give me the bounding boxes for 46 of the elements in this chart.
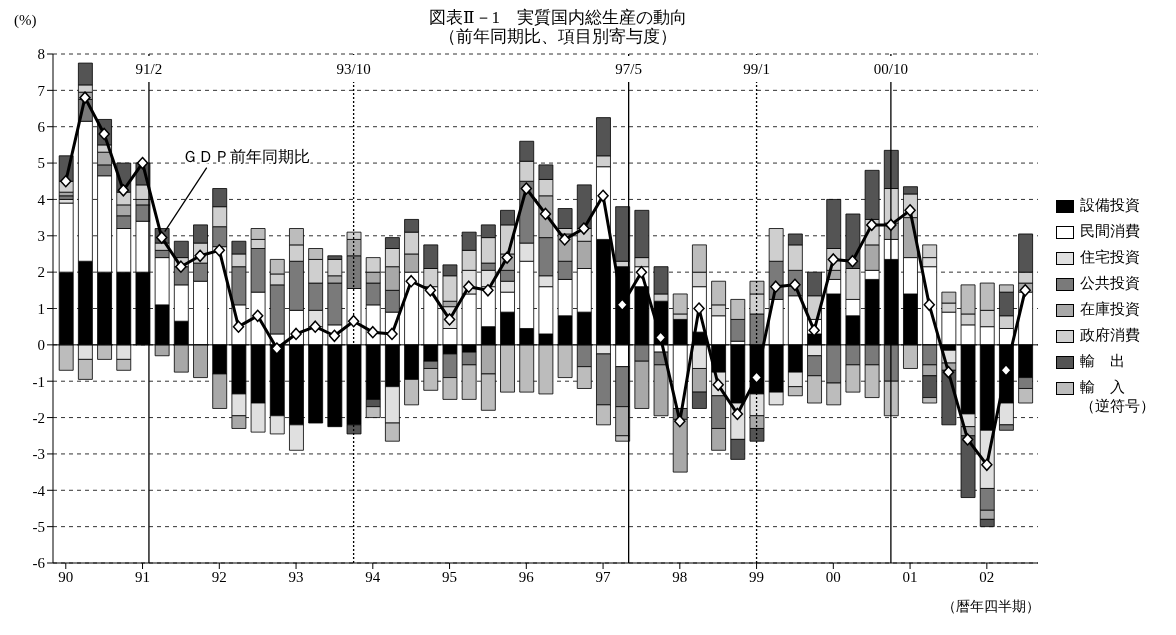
y-tick-label: 1	[37, 300, 45, 317]
chart-title: 図表Ⅱ－1 実質国内総生産の動向	[427, 8, 689, 27]
y-tick-label: 4	[37, 191, 46, 208]
y-tick-label: -4	[32, 482, 46, 499]
x-tick-label: 96	[518, 568, 535, 585]
legend-label: 輸 出	[1080, 352, 1126, 371]
y-tick-label: -1	[32, 373, 45, 390]
x-tick-label: 92	[211, 568, 227, 585]
x-axis-title: （暦年四半期）	[942, 599, 1040, 615]
y-tick-label: -5	[32, 518, 45, 535]
x-tick-label: 00	[825, 568, 841, 585]
x-tick-label: 02	[979, 568, 995, 585]
legend-label: 輸 入（逆符号）	[1080, 378, 1155, 416]
ref-line-label: 99/1	[743, 61, 770, 77]
x-tick-label: 97	[595, 568, 612, 585]
y-tick-label: 0	[37, 337, 45, 354]
ref-line-label: 91/2	[135, 61, 163, 77]
legend-label: 民間消費	[1080, 222, 1141, 241]
legend-label: 公共投資	[1080, 274, 1141, 293]
y-tick-label: 6	[37, 119, 46, 136]
y-tick-label: 8	[37, 46, 45, 63]
x-tick-label: 98	[672, 568, 688, 585]
y-tick-label: -6	[32, 555, 46, 572]
ref-line-label: 00/10	[873, 61, 908, 77]
x-tick-label: 90	[58, 568, 74, 585]
x-tick-label: 91	[135, 568, 151, 585]
chart-subtitle: （前年同期比、項目別寄与度）	[438, 27, 678, 46]
x-tick-label: 93	[288, 568, 304, 585]
y-tick-label: -3	[32, 446, 45, 463]
legend-label: 政府消費	[1080, 326, 1141, 345]
legend-label: 設備投資	[1080, 196, 1141, 215]
x-tick-label: 94	[365, 568, 381, 585]
ref-line-label: 97/5	[615, 61, 642, 77]
y-axis-title: (%)	[14, 12, 37, 29]
x-tick-label: 01	[902, 568, 918, 585]
legend-label: 住宅投資	[1080, 248, 1141, 267]
y-tick-label: 7	[37, 82, 46, 99]
y-tick-label: 3	[37, 228, 45, 245]
x-tick-label: 99	[749, 568, 765, 585]
ref-line-label: 93/10	[336, 61, 371, 77]
legend-label: 在庫投資	[1080, 300, 1141, 319]
text: ＧＤＰ前年同期比	[181, 147, 310, 165]
x-tick-label: 95	[442, 568, 458, 585]
y-tick-label: -2	[32, 409, 45, 426]
y-tick-label: 5	[37, 155, 45, 172]
y-tick-label: 2	[37, 264, 45, 281]
